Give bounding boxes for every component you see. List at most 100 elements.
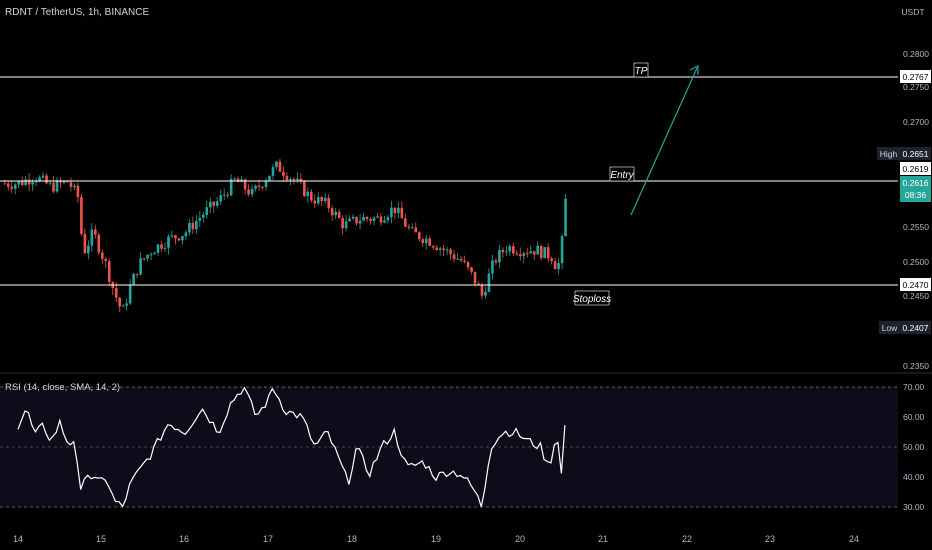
rsi-line (17, 386, 566, 508)
candle-body (383, 220, 386, 223)
candle-body (191, 222, 195, 230)
candle-body (132, 273, 135, 286)
candle-body (236, 178, 240, 182)
candle-body (525, 253, 529, 255)
candle-body (202, 214, 205, 218)
candle-body (351, 216, 355, 219)
stoploss-label-text: Stoploss (573, 294, 611, 305)
candle-body (153, 252, 156, 255)
candle-body (66, 180, 69, 183)
time-tick: 20 (515, 534, 525, 544)
candle-body (83, 233, 87, 254)
current-price-badge (900, 176, 931, 202)
candle-body (522, 253, 526, 257)
candle-body (546, 247, 550, 259)
candle-body (205, 207, 209, 215)
candle-body (491, 260, 494, 274)
candle-body (257, 185, 261, 187)
candle-body (107, 260, 111, 282)
candle-body (508, 246, 512, 252)
candle-body (52, 182, 55, 192)
candle-body (278, 161, 282, 172)
candle-body (536, 245, 540, 255)
high-value-badge (900, 147, 931, 160)
candle-body (121, 305, 125, 307)
candle-body (355, 216, 358, 224)
price-axis[interactable]: USDT 0.2800 0.2750 0.2700 0.2550 0.2500 … (877, 7, 931, 371)
candle-body (470, 267, 473, 272)
candle-body (362, 217, 365, 221)
candle-body (365, 217, 369, 219)
candle-body (309, 191, 313, 201)
candle-body (254, 185, 257, 189)
candle-body (188, 222, 191, 233)
candle-body (463, 260, 466, 262)
candle-body (289, 178, 292, 181)
candle-body (341, 217, 344, 229)
high-label-badge (877, 147, 900, 160)
price-tick: 0.2450 (903, 291, 929, 301)
candle-body (539, 245, 543, 259)
candle-body (195, 220, 198, 230)
tp-label[interactable]: TP (633, 62, 649, 78)
currency-label: USDT (901, 7, 924, 17)
entry-label[interactable]: Entry (609, 166, 635, 182)
candle-body (445, 249, 449, 251)
candle-body (275, 161, 278, 168)
candle-body (456, 258, 459, 260)
candle-body (160, 244, 163, 249)
candle-body (139, 258, 142, 275)
candle-body (438, 248, 442, 251)
candle-body (560, 236, 564, 264)
tp-label-text: TP (635, 66, 648, 77)
candle-body (87, 245, 90, 254)
candle-body (13, 184, 17, 189)
candle-body (404, 218, 407, 227)
candle-body (271, 167, 275, 176)
candle-body (330, 208, 334, 216)
stoploss-label[interactable]: Stoploss (573, 290, 611, 306)
target-arrow[interactable] (630, 65, 699, 216)
candle-body (452, 254, 456, 260)
candle-body (170, 235, 174, 237)
candle-body (76, 185, 80, 198)
candle-body (466, 261, 470, 268)
candle-body (292, 178, 296, 181)
price-pane[interactable]: TP Entry Stoploss RDNT / TetherUS, 1h, B… (0, 0, 932, 372)
rsi-tick: 30.00 (903, 502, 925, 512)
candle-body (243, 179, 247, 190)
candle-body (90, 229, 94, 246)
candle-body (125, 303, 128, 306)
stoploss-price-text: 0.2470 (903, 280, 929, 290)
candle-body (128, 285, 132, 304)
candle-body (97, 234, 101, 253)
candle-body (505, 251, 508, 253)
candle-body (393, 207, 397, 214)
time-tick: 22 (682, 534, 692, 544)
candle-body (142, 258, 146, 260)
candle-body (261, 186, 264, 188)
candle-body (518, 254, 522, 257)
stoploss-price-badge (900, 278, 931, 291)
time-axis[interactable]: 14 15 16 17 18 19 20 21 22 23 24 (13, 534, 859, 544)
candle-body (100, 252, 104, 259)
candle-body (118, 297, 122, 307)
candle-body (10, 186, 14, 189)
low-label-text: Low (882, 323, 898, 333)
candle-body (442, 248, 445, 251)
time-tick: 21 (598, 534, 608, 544)
candle-body (379, 216, 383, 223)
rsi-band (0, 387, 898, 507)
candle-body (428, 238, 432, 246)
candle-body (327, 197, 331, 209)
rsi-axis[interactable]: 70.00 60.00 50.00 40.00 30.00 (903, 382, 925, 512)
candle-body (344, 221, 348, 229)
candle-body (104, 258, 108, 261)
rsi-pane[interactable]: RSI (14, close, SMA, 14, 2) 70.00 60.00 … (0, 382, 925, 512)
candle-body (459, 258, 463, 261)
candle-body (73, 185, 76, 187)
candle-body (268, 175, 271, 181)
candle-body (174, 235, 177, 239)
entry-price-badge (900, 162, 931, 175)
